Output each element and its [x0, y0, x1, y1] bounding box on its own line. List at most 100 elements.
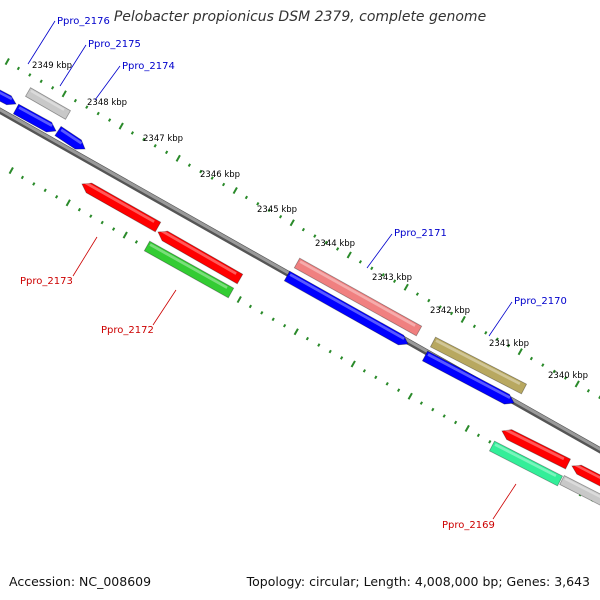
gene-ppro-2170-olive-highlight [435, 339, 521, 386]
label-leader [492, 483, 517, 520]
gene-ppro-2169-highlight [494, 443, 557, 478]
major-tick [464, 424, 470, 433]
minor-tick [85, 105, 89, 109]
major-tick [293, 328, 299, 336]
minor-tick [39, 79, 43, 84]
minor-tick [431, 407, 435, 412]
gene-ppro-2169-red[interactable] [500, 426, 571, 470]
gene-ppro-2170-highlight [427, 353, 511, 399]
gene-edge-red[interactable] [570, 462, 600, 488]
minor-tick [362, 369, 367, 373]
gene-ppro-2169-red-highlight [504, 428, 565, 461]
minor-tick [73, 98, 78, 103]
minor-tick [221, 182, 226, 187]
scale-label: 2343 kbp [372, 273, 412, 283]
minor-tick [100, 220, 104, 225]
minor-tick [374, 375, 378, 380]
minor-tick [495, 337, 499, 342]
minor-tick [89, 214, 93, 218]
gene-label-ppro-2174[interactable]: Ppro_2174 [122, 61, 175, 72]
gene-label-ppro-2176[interactable]: Ppro_2176 [57, 16, 110, 27]
major-tick [8, 167, 14, 175]
minor-tick [32, 182, 36, 186]
minor-tick [134, 240, 139, 244]
gene-ppro-2174-b-highlight [60, 128, 83, 145]
gene-ppro-2172[interactable] [143, 240, 235, 299]
gene-ppro-2175[interactable] [24, 87, 72, 120]
minor-tick [96, 111, 100, 116]
scale-label: 2342 kbp [430, 306, 470, 316]
minor-tick [256, 202, 260, 206]
minor-tick [563, 376, 568, 380]
gene-label-ppro-2173[interactable]: Ppro_2173 [20, 276, 73, 287]
minor-tick [50, 85, 55, 90]
minor-tick [488, 439, 492, 444]
gene-label-ppro-2169[interactable]: Ppro_2169 [442, 520, 495, 531]
minor-tick [541, 363, 545, 367]
major-tick [4, 58, 10, 66]
gene-ppro-2172-red-highlight [160, 229, 237, 275]
minor-tick [260, 311, 264, 315]
scale-label: 2346 kbp [200, 170, 240, 180]
minor-tick [472, 324, 477, 329]
gene-ppro-2173-highlight [84, 181, 155, 223]
minor-tick [313, 234, 317, 238]
gene-edge-grey-highlight [564, 477, 600, 499]
major-tick [403, 283, 409, 291]
scale-label: 2341 kbp [489, 339, 529, 349]
gene-ppro-2176-highlight [0, 90, 13, 101]
minor-tick [107, 118, 112, 122]
major-tick [61, 90, 67, 98]
minor-tick [476, 433, 481, 438]
minor-tick [153, 144, 157, 148]
gene-ppro-2169[interactable] [488, 440, 564, 487]
minor-tick [301, 227, 306, 232]
minor-tick [244, 195, 249, 200]
minor-tick [28, 73, 32, 77]
minor-tick [392, 279, 397, 284]
minor-tick [427, 298, 431, 303]
gene-ppro-2171-highlight [289, 273, 405, 340]
gene-ppro-2173[interactable] [79, 179, 162, 233]
gene-ppro-2171-pink[interactable] [293, 257, 423, 337]
gene-ppro-2172-red[interactable] [155, 227, 244, 285]
minor-tick [552, 369, 556, 374]
minor-tick [453, 420, 458, 425]
minor-tick [248, 304, 253, 309]
major-tick [407, 392, 413, 400]
gene-ppro-2170-olive[interactable] [429, 336, 528, 395]
minor-tick [317, 343, 321, 347]
major-tick [118, 122, 124, 130]
minor-tick [419, 401, 424, 405]
label-leader [27, 20, 56, 65]
minor-tick [210, 176, 214, 180]
minor-tick [335, 247, 340, 251]
major-tick [574, 380, 580, 388]
major-tick [236, 295, 242, 304]
gene-ppro-2172-highlight [149, 243, 228, 289]
gene-label-ppro-2170[interactable]: Ppro_2170 [514, 296, 567, 307]
minor-tick [305, 336, 310, 341]
minor-tick [396, 388, 401, 393]
minor-tick [415, 292, 420, 296]
minor-tick [282, 323, 287, 328]
minor-tick [328, 349, 332, 354]
gene-ppro-2174-b[interactable] [54, 125, 88, 153]
gene-label-ppro-2175[interactable]: Ppro_2175 [88, 39, 141, 50]
minor-tick [381, 272, 385, 277]
genome-summary-text: Topology: circular; Length: 4,008,000 bp… [246, 574, 590, 589]
minor-tick [449, 311, 454, 316]
gene-ppro-2176[interactable] [0, 88, 18, 109]
scale-label: 2347 kbp [143, 134, 183, 144]
gene-edge-grey[interactable] [559, 475, 600, 507]
gene-ppro-2174-a[interactable] [12, 103, 58, 136]
minor-tick [187, 163, 192, 167]
gene-label-ppro-2171[interactable]: Ppro_2171 [394, 228, 447, 239]
gene-label-ppro-2172[interactable]: Ppro_2172 [101, 325, 154, 336]
major-tick [175, 154, 181, 162]
gene-ppro-2171[interactable] [283, 270, 410, 349]
minor-tick [54, 194, 59, 199]
major-tick [65, 199, 71, 207]
major-tick [517, 348, 523, 356]
gene-ppro-2170[interactable] [421, 350, 516, 408]
